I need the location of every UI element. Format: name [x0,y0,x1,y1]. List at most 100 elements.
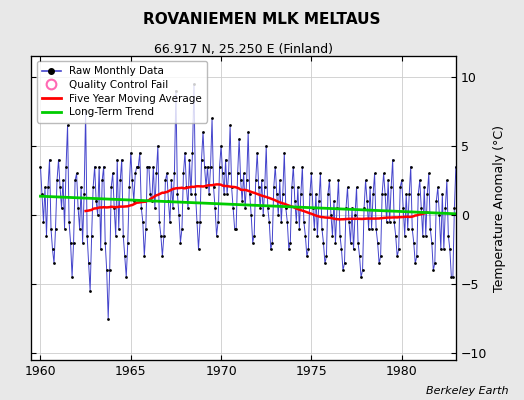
Point [369,191,377,197]
Title: 66.917 N, 25.250 E (Finland): 66.917 N, 25.250 E (Finland) [154,43,333,56]
Point [405,191,413,197]
Point [51,226,60,232]
Point [188,150,196,156]
Point [291,198,299,204]
Point [122,274,130,280]
Point [304,246,313,253]
Text: ROVANIEMEN MLK MELTAUS: ROVANIEMEN MLK MELTAUS [143,12,381,27]
Point [96,246,105,253]
Point [416,177,424,184]
Point [145,163,153,170]
Point [423,191,431,197]
Point [220,191,228,197]
Point [393,253,401,260]
Point [50,260,58,266]
Point [229,205,237,211]
Point [441,205,450,211]
Point [196,219,204,225]
Point [124,239,132,246]
Point [462,198,471,204]
Legend: Raw Monthly Data, Quality Control Fail, Five Year Moving Average, Long-Term Tren: Raw Monthly Data, Quality Control Fail, … [37,61,207,122]
Point [36,163,45,170]
Point [241,205,249,211]
Point [268,239,277,246]
Point [355,253,364,260]
Point [325,177,334,184]
Point [41,184,49,190]
Point [269,184,278,190]
Point [461,156,469,163]
Point [121,253,129,260]
Point [370,170,379,177]
Point [301,232,310,239]
Point [86,288,94,294]
Point [305,191,314,197]
Point [222,156,230,163]
Point [464,212,472,218]
Point [44,184,52,190]
Point [103,267,111,273]
Point [167,177,176,184]
Point [345,219,353,225]
Point [252,177,260,184]
Point [160,232,168,239]
Point [286,239,294,246]
Point [447,274,455,280]
Point [59,177,67,184]
Point [104,315,112,322]
Point [193,219,201,225]
Point [91,163,99,170]
Point [391,232,400,239]
Point [232,226,241,232]
Point [443,177,451,184]
Point [429,267,438,273]
Point [141,226,150,232]
Point [319,239,328,246]
Point [65,219,73,225]
Point [390,219,398,225]
Point [260,184,269,190]
Point [71,177,79,184]
Point [271,163,279,170]
Point [334,177,343,184]
Point [154,143,162,149]
Point [468,170,477,177]
Point [280,150,289,156]
Y-axis label: Temperature Anomaly (°C): Temperature Anomaly (°C) [493,124,506,292]
Point [374,239,382,246]
Point [224,170,233,177]
Point [250,232,258,239]
Point [410,239,418,246]
Point [173,191,182,197]
Point [155,219,163,225]
Point [435,212,443,218]
Point [217,143,225,149]
Point [424,170,433,177]
Point [79,239,87,246]
Point [198,156,206,163]
Point [158,253,167,260]
Point [399,205,407,211]
Point [113,156,122,163]
Point [351,212,359,218]
Point [456,177,465,184]
Point [136,150,144,156]
Point [267,246,275,253]
Point [322,253,331,260]
Point [226,122,234,128]
Point [203,163,212,170]
Point [313,232,322,239]
Point [72,170,81,177]
Point [360,205,368,211]
Point [208,115,216,121]
Point [174,212,183,218]
Point [140,253,148,260]
Point [238,198,246,204]
Point [93,212,102,218]
Point [219,170,227,177]
Point [84,260,93,266]
Point [297,191,305,197]
Point [39,219,48,225]
Point [181,150,189,156]
Point [324,191,332,197]
